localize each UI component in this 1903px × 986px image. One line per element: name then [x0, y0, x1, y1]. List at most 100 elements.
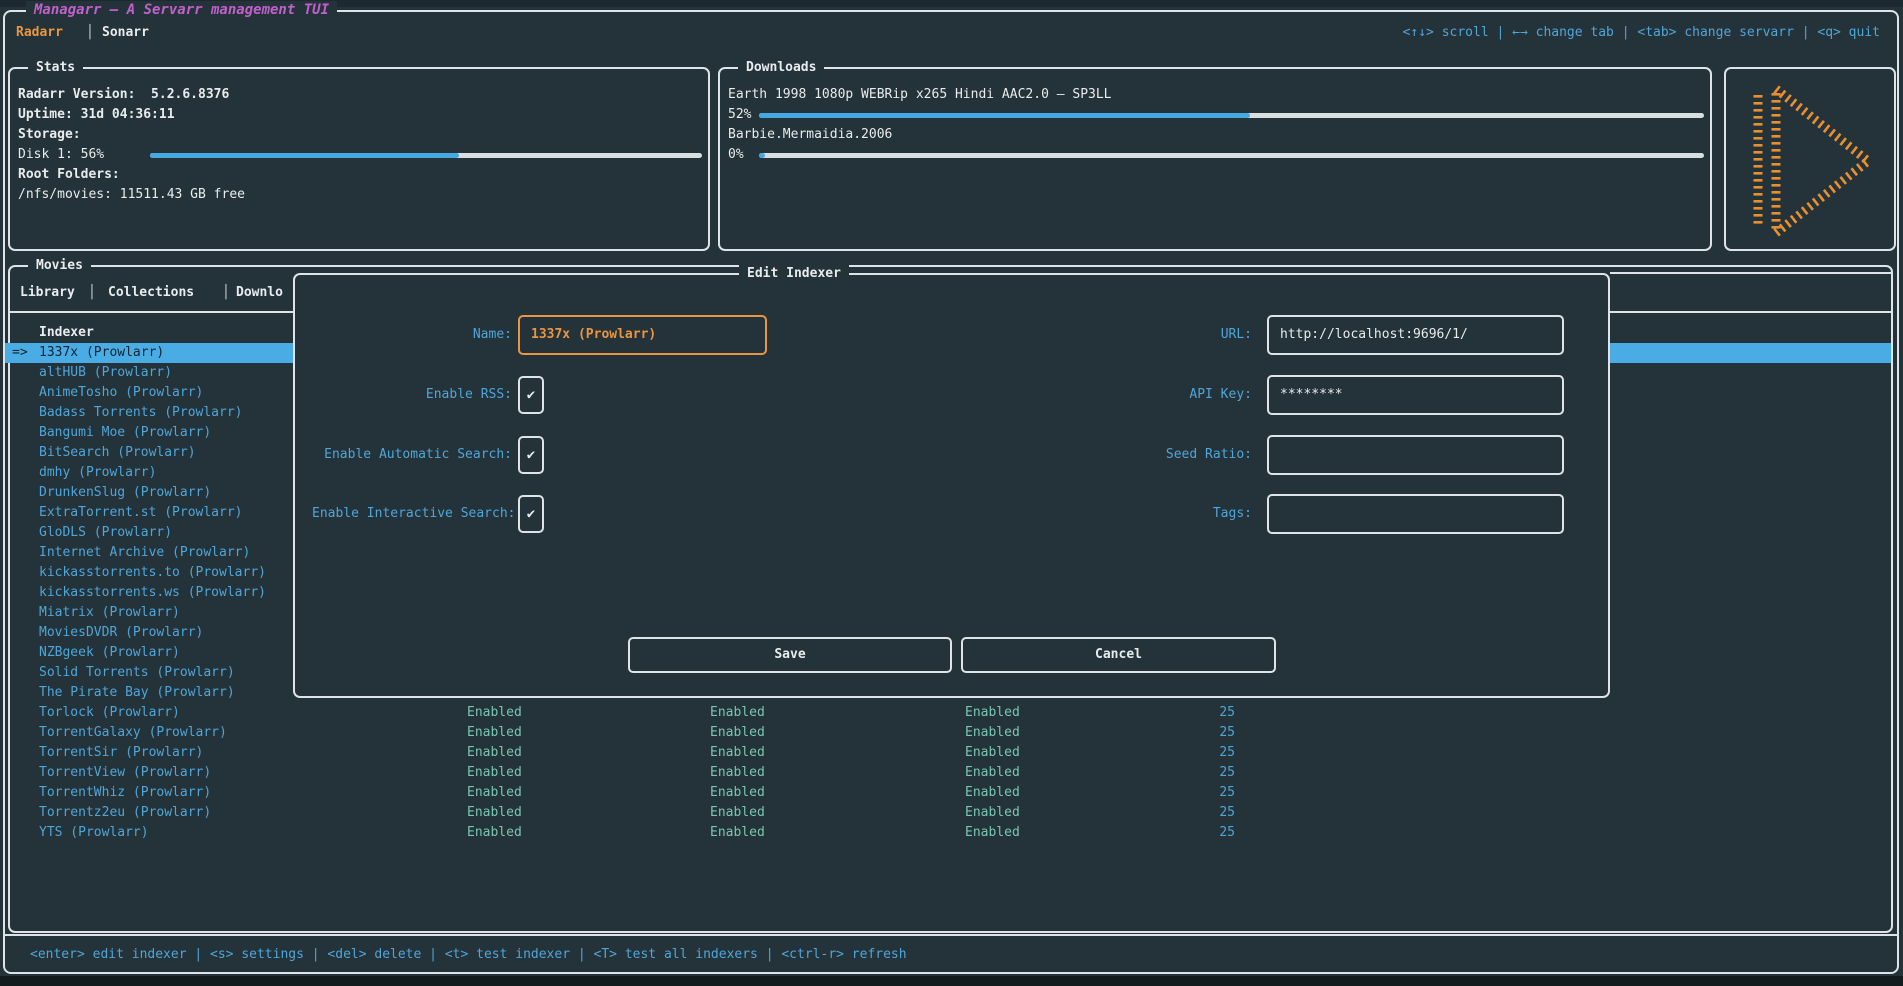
radarr-version: Radarr Version: 5.2.6.8376: [18, 87, 230, 102]
indexer-name: TorrentWhiz (Prowlarr): [39, 785, 212, 800]
table-row[interactable]: DrunkenSlug (Prowlarr): [5, 483, 1891, 503]
name-label: Name:: [472, 327, 512, 342]
indexer-name: TorrentView (Prowlarr): [39, 765, 212, 780]
enable-interactive-search-label: Enable Interactive Search:: [312, 506, 516, 521]
priority-cell: 25: [1219, 805, 1235, 820]
download-item-percent: 0%: [728, 147, 744, 162]
indexer-name: YTS (Prowlarr): [39, 825, 149, 840]
seed-ratio-input[interactable]: [1267, 435, 1564, 475]
automatic-search-cell: Enabled: [710, 705, 765, 720]
logo-panel: [1724, 67, 1896, 251]
table-row[interactable]: BitSearch (Prowlarr): [5, 443, 1891, 463]
url-label: URL:: [1220, 327, 1252, 342]
interactive-search-cell: Enabled: [965, 825, 1020, 840]
table-row[interactable]: Badass Torrents (Prowlarr): [5, 403, 1891, 423]
url-input[interactable]: http://localhost:9696/1/: [1267, 315, 1564, 355]
selected-row-marker: =>: [12, 345, 28, 360]
indexer-name: Torlock (Prowlarr): [39, 705, 180, 720]
priority-cell: 25: [1219, 785, 1235, 800]
indexer-name: GloDLS (Prowlarr): [39, 525, 173, 540]
app-title: Managarr – A Servarr management TUI: [26, 1, 338, 19]
automatic-search-cell: Enabled: [710, 825, 765, 840]
table-top-border-segment: [1610, 272, 1891, 274]
tags-input[interactable]: [1267, 494, 1564, 534]
table-row[interactable]: TorrentGalaxy (Prowlarr) Enabled Enabled…: [5, 723, 1891, 743]
automatic-search-cell: Enabled: [710, 765, 765, 780]
enable-automatic-search-label: Enable Automatic Search:: [324, 447, 512, 462]
enable-automatic-search-checkbox[interactable]: ✔: [518, 436, 544, 474]
table-row[interactable]: TorrentView (Prowlarr) Enabled Enabled E…: [5, 763, 1891, 783]
indexer-name: altHUB (Prowlarr): [39, 365, 173, 380]
movies-panel: Movies: [8, 256, 1893, 933]
disk-usage-label: Disk 1: 56%: [18, 147, 105, 162]
api-key-input[interactable]: ********: [1267, 375, 1564, 415]
app-outer-border: [3, 10, 1899, 974]
disk-usage-bar: [150, 153, 702, 158]
table-row[interactable]: kickasstorrents.ws (Prowlarr): [5, 583, 1891, 603]
tab-radarr[interactable]: Radarr: [16, 25, 63, 40]
table-row[interactable]: AnimeTosho (Prowlarr): [5, 383, 1891, 403]
table-row[interactable]: GloDLS (Prowlarr): [5, 523, 1891, 543]
table-row[interactable]: TorrentSir (Prowlarr) Enabled Enabled En…: [5, 743, 1891, 763]
rss-cell: Enabled: [467, 705, 522, 720]
storage-label: Storage:: [18, 127, 81, 142]
table-row[interactable]: NZBgeek (Prowlarr): [5, 643, 1891, 663]
download-progress-bar-fill: [759, 153, 765, 158]
table-row[interactable]: kickasstorrents.to (Prowlarr): [5, 563, 1891, 583]
indexer-name: kickasstorrents.to (Prowlarr): [39, 565, 266, 580]
table-row[interactable]: MoviesDVDR (Prowlarr): [5, 623, 1891, 643]
automatic-search-cell: Enabled: [710, 785, 765, 800]
automatic-search-cell: Enabled: [710, 745, 765, 760]
indexer-name: NZBgeek (Prowlarr): [39, 645, 180, 660]
priority-cell: 25: [1219, 745, 1235, 760]
table-row[interactable]: altHUB (Prowlarr): [5, 363, 1891, 383]
tab-downloads[interactable]: Downlo: [236, 285, 283, 300]
table-row[interactable]: YTS (Prowlarr) Enabled Enabled Enabled 2…: [5, 823, 1891, 843]
indexer-name: AnimeTosho (Prowlarr): [39, 385, 204, 400]
download-item-name: Barbie.Mermaidia.2006: [728, 127, 893, 142]
table-row[interactable]: The Pirate Bay (Prowlarr): [5, 683, 1891, 703]
indexer-column-header: Indexer: [39, 325, 94, 340]
indexer-name: Torrentz2eu (Prowlarr): [39, 805, 212, 820]
interactive-search-cell: Enabled: [965, 705, 1020, 720]
edit-indexer-modal: Edit Indexer Name: 1337x (Prowlarr) Enab…: [293, 264, 1610, 698]
indexer-name: ExtraTorrent.st (Prowlarr): [39, 505, 243, 520]
name-input[interactable]: 1337x (Prowlarr): [518, 315, 767, 355]
save-button[interactable]: Save: [628, 637, 952, 673]
indexer-name: kickasstorrents.ws (Prowlarr): [39, 585, 266, 600]
indexer-name: Solid Torrents (Prowlarr): [39, 665, 235, 680]
table-row[interactable]: TorrentWhiz (Prowlarr) Enabled Enabled E…: [5, 783, 1891, 803]
interactive-search-cell: Enabled: [965, 805, 1020, 820]
table-row[interactable]: dmhy (Prowlarr): [5, 463, 1891, 483]
table-row[interactable]: Solid Torrents (Prowlarr): [5, 663, 1891, 683]
rss-cell: Enabled: [467, 785, 522, 800]
automatic-search-cell: Enabled: [710, 805, 765, 820]
table-row[interactable]: Internet Archive (Prowlarr): [5, 543, 1891, 563]
indexer-name: BitSearch (Prowlarr): [39, 445, 196, 460]
indexer-name: TorrentGalaxy (Prowlarr): [39, 725, 227, 740]
enable-interactive-search-checkbox[interactable]: ✔: [518, 495, 544, 533]
table-row[interactable]: Bangumi Moe (Prowlarr): [5, 423, 1891, 443]
table-row[interactable]: ExtraTorrent.st (Prowlarr): [5, 503, 1891, 523]
table-row[interactable]: Torlock (Prowlarr) Enabled Enabled Enabl…: [5, 703, 1891, 723]
tab-collections[interactable]: Collections: [108, 285, 195, 300]
tab-sonarr[interactable]: Sonarr: [102, 25, 149, 40]
interactive-search-cell: Enabled: [965, 745, 1020, 760]
download-progress-bar: [759, 153, 1704, 158]
cancel-button[interactable]: Cancel: [961, 637, 1276, 673]
stats-panel: Stats Radarr Version: 5.2.6.8376 Uptime:…: [8, 58, 710, 251]
rss-cell: Enabled: [467, 765, 522, 780]
root-folders-label: Root Folders:: [18, 167, 120, 182]
enable-rss-checkbox[interactable]: ✔: [518, 376, 544, 414]
table-row[interactable]: Miatrix (Prowlarr): [5, 603, 1891, 623]
tab-library[interactable]: Library: [20, 285, 75, 300]
automatic-search-cell: Enabled: [710, 725, 765, 740]
movies-panel-title: Movies: [28, 256, 91, 276]
table-row[interactable]: Torrentz2eu (Prowlarr) Enabled Enabled E…: [5, 803, 1891, 823]
api-key-label: API Key:: [1189, 387, 1252, 402]
downloads-panel: Downloads Earth 1998 1080p WEBRip x265 H…: [718, 58, 1712, 251]
terminal-top-strip: [0, 0, 1903, 7]
seed-ratio-label: Seed Ratio:: [1165, 447, 1252, 462]
uptime: Uptime: 31d 04:36:11: [18, 107, 175, 122]
